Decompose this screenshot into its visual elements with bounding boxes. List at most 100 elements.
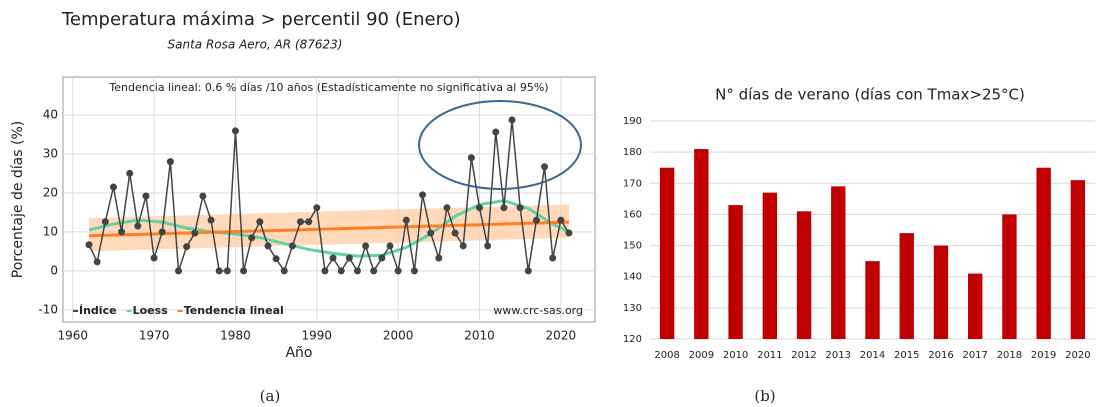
bar [933,245,949,339]
x-tick-label: 1990 [302,329,333,343]
data-point [484,242,492,250]
x-tick-label: 2017 [962,350,987,361]
data-point [419,191,427,199]
data-point [142,192,150,200]
bar [796,211,812,339]
data-point [223,267,231,275]
bar [694,149,709,339]
data-point [353,267,361,275]
data-point [248,234,256,242]
x-tick-label: 2000 [383,329,414,343]
data-point [475,204,483,212]
data-point [297,218,305,226]
data-point [362,242,370,250]
bar [1036,167,1051,339]
series-line [88,119,570,274]
data-point [134,222,142,230]
x-tick-label: 2014 [860,350,885,361]
data-point [288,242,296,250]
data-point [280,267,288,275]
data-point [191,229,199,237]
x-tick-label: 2008 [654,350,679,361]
data-point [345,254,353,262]
x-tick-label: 2010 [723,350,748,361]
caption: (a) [260,387,281,405]
data-point [337,267,345,275]
y-tick-label: 40 [43,107,58,121]
data-point [394,267,402,275]
data-point [435,254,443,262]
x-tick-label: 1980 [220,329,251,343]
data-point [500,204,508,212]
x-tick-label: 2011 [757,350,782,361]
x-tick-label: 2015 [894,350,919,361]
y-tick-label: 20 [43,185,58,199]
data-point [199,192,207,200]
caption: (b) [754,387,775,405]
data-point [150,254,158,262]
data-point [126,169,134,177]
data-point [215,267,223,275]
x-tick-label: 2010 [464,329,495,343]
trend-note: Tendencia lineal: 0.6 % días /10 años (E… [108,81,548,94]
bar [1002,214,1017,339]
bar [865,261,880,339]
y-tick-label: 160 [623,209,642,220]
data-point [183,243,191,251]
data-point [93,258,101,266]
data-point [329,254,337,262]
data-point [492,128,500,136]
data-point [321,267,329,275]
x-tick-label: 1970 [139,329,170,343]
x-tick-label: 2009 [689,350,714,361]
data-point [231,127,239,135]
y-tick-label: 150 [623,241,642,252]
x-tick-label: 2018 [997,350,1022,361]
data-point [386,242,394,250]
x-axis-label: Año [285,345,312,361]
chart-subtitle: Santa Rosa Aero, AR (87623) [168,38,343,52]
data-point [443,204,451,212]
bar [728,205,743,339]
bar [1070,180,1086,339]
y-tick-label: 180 [623,147,642,158]
y-tick-label: 0 [50,263,58,277]
data-point [166,158,174,166]
data-point [410,267,418,275]
data-point [313,204,321,212]
chart-title: N° días de verano (días con Tmax>25°C) [715,86,1025,104]
data-point [565,229,573,237]
data-point [524,267,532,275]
legend-label: Índice [79,304,117,317]
data-point [532,216,540,224]
plot-panel [62,76,596,323]
data-point [541,163,549,171]
bar [762,192,777,339]
bar [831,186,846,339]
data-point [516,204,524,212]
y-axis-label: Porcentaje de días (%) [10,121,26,278]
data-point [109,183,117,191]
y-tick-label: 140 [623,272,642,283]
data-point [85,241,93,249]
legend-label: Tendencia lineal [184,304,284,317]
data-point [467,154,475,162]
source-note: www.crc-sas.org [493,304,583,317]
x-tick-label: 2013 [826,350,851,361]
data-point [272,255,280,263]
data-point [256,218,264,226]
data-point [370,267,378,275]
x-tick-label: 1960 [57,329,88,343]
legend-label: Loess [133,304,169,317]
data-point [557,216,565,224]
y-tick-label: 130 [623,303,642,314]
data-point [459,242,467,250]
x-tick-label: 2020 [1065,350,1090,361]
x-tick-label: 2012 [791,350,816,361]
data-point [549,254,557,262]
y-tick-label: -10 [38,302,58,316]
data-point [305,218,313,226]
y-tick-label: 190 [623,116,642,127]
x-tick-label: 2019 [1031,350,1056,361]
